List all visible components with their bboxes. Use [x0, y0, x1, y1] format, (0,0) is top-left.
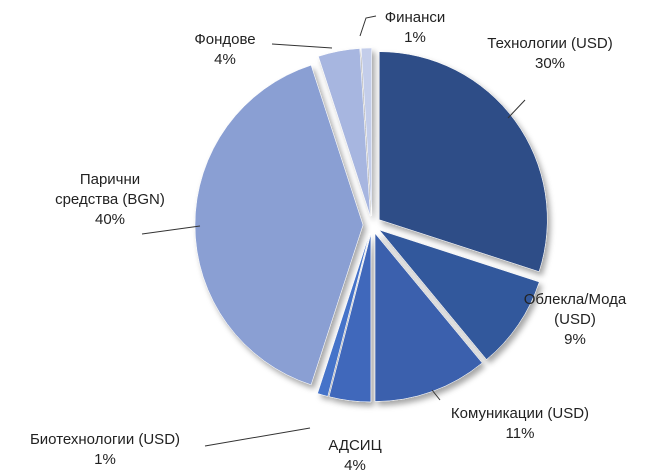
slice-value: 40% [94, 211, 126, 228]
slice-label: Финанси 1% [370, 8, 460, 48]
slice-label: Комуникации (USD) 11% [430, 404, 610, 444]
slice-label: Облекла/Мода (USD) 9% [505, 290, 645, 350]
pie-slice [379, 51, 548, 272]
pie-slice [360, 47, 372, 217]
slice-label: Фондове 4% [180, 30, 270, 70]
slice-value: 4% [214, 51, 236, 68]
slices [194, 47, 548, 403]
pie-slice [378, 229, 540, 360]
slice-label: АДСИЦ 4% [320, 436, 390, 476]
leader-lines [141, 15, 526, 447]
leader-line [141, 225, 201, 235]
leader-line [359, 15, 377, 37]
slice-name: Фондове [194, 31, 256, 48]
slice-value: 1% [404, 29, 426, 46]
slice-name: Комуникации (USD) [450, 405, 590, 422]
leader-line [271, 43, 333, 49]
slice-name: Технологии (USD) [487, 35, 613, 52]
slice-name: Биотехнологии (USD) [29, 431, 181, 448]
slice-name: Финанси [384, 9, 446, 26]
slice-value: 30% [534, 55, 566, 72]
slice-label: Биотехнологии (USD) 1% [0, 430, 210, 470]
slice-name: Облекла/Мода (USD) [523, 291, 627, 328]
pie-slice [317, 233, 370, 397]
leader-line [507, 99, 526, 119]
leader-line [204, 427, 311, 447]
slice-label: Технологии (USD) 30% [485, 34, 615, 74]
slice-name: Парични средства (BGN) [55, 171, 165, 208]
slice-value: 1% [94, 451, 116, 468]
leader-line [431, 389, 441, 401]
slice-value: 4% [344, 457, 366, 474]
pie-slice [328, 233, 372, 403]
pie-slice [374, 232, 483, 402]
slice-name: АДСИЦ [328, 437, 382, 454]
pie-slice [194, 64, 364, 386]
slice-label: Парични средства (BGN) 40% [55, 170, 165, 230]
slice-value: 11% [505, 425, 535, 442]
pie-slice [318, 48, 371, 217]
slice-value: 9% [564, 331, 586, 348]
